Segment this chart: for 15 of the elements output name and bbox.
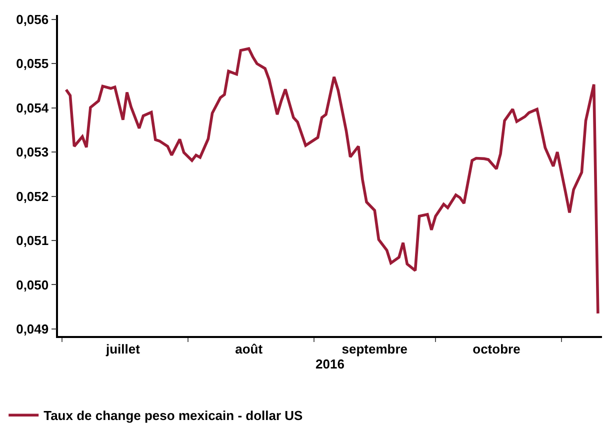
x-tick-label: août — [235, 341, 264, 356]
y-tick-label: 0,056 — [16, 12, 49, 27]
y-tick-label: 0,053 — [16, 144, 49, 160]
y-tick-label: 0,051 — [16, 233, 49, 248]
legend-label: Taux de change peso mexicain - dollar US — [44, 408, 304, 424]
x-axis-title: 2016 — [316, 356, 344, 372]
y-tick-label: 0,052 — [16, 188, 49, 204]
y-tick-label: 0,054 — [16, 100, 50, 116]
x-tick-label: septembre — [342, 341, 408, 356]
y-tick-label: 0,055 — [16, 56, 49, 72]
x-tick-label: juillet — [104, 341, 141, 356]
x-tick-label: octobre — [472, 341, 520, 356]
y-tick-label: 0,050 — [16, 277, 49, 292]
y-tick-label: 0,049 — [16, 321, 49, 336]
line-series — [64, 47, 600, 315]
